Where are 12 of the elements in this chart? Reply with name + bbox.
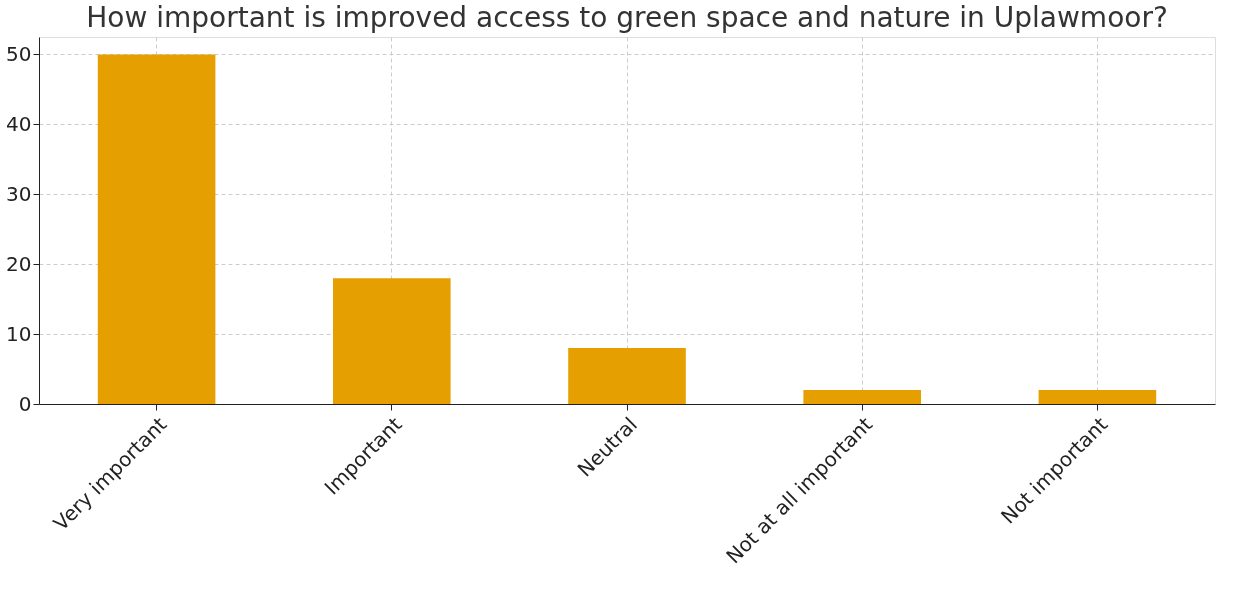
y-tick-label: 10 bbox=[6, 321, 32, 346]
y-tick-label: 40 bbox=[6, 111, 32, 136]
y-tick-label: 0 bbox=[18, 391, 32, 416]
y-tick-label: 30 bbox=[6, 181, 32, 206]
y-tick-label: 50 bbox=[6, 41, 32, 66]
y-tick-label: 20 bbox=[6, 251, 32, 276]
bar bbox=[1038, 390, 1157, 404]
chart-title: How important is improved access to green space and nature in Uplawmoor? bbox=[86, 1, 1168, 34]
bar bbox=[333, 278, 451, 404]
bar bbox=[803, 390, 921, 404]
bar bbox=[568, 348, 686, 404]
bar bbox=[97, 54, 216, 404]
